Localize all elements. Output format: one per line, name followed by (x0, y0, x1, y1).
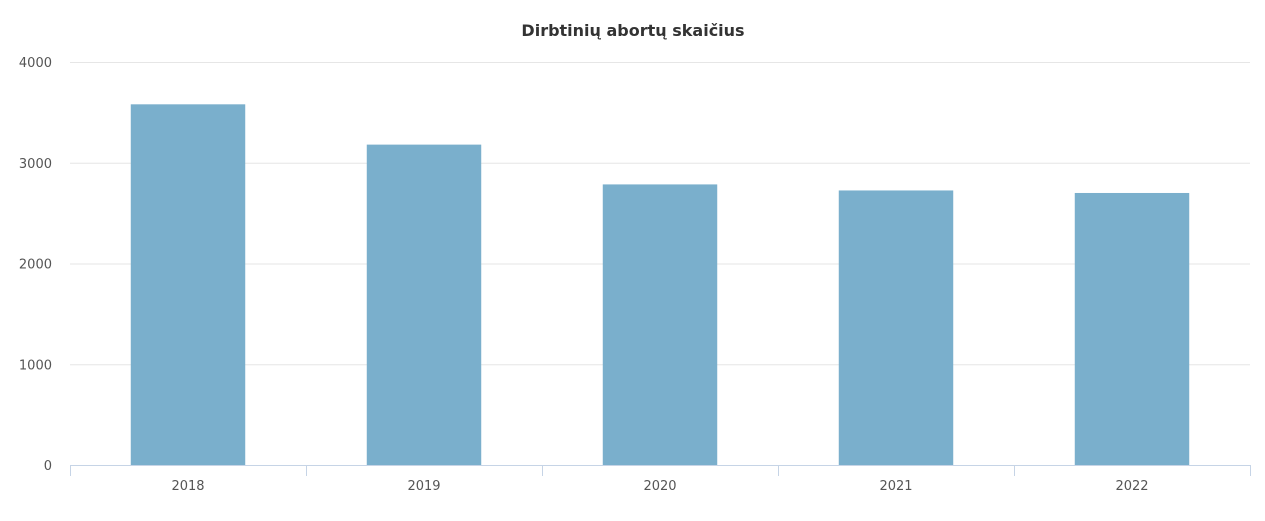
bar (602, 184, 718, 465)
y-tick-label: 0 (44, 459, 52, 474)
bars (130, 104, 1190, 466)
y-tick-label: 1000 (19, 358, 52, 373)
bar (838, 190, 954, 466)
chart-title: Dirbtinių abortų skaičius (521, 21, 744, 40)
bar (130, 104, 246, 465)
bar (366, 144, 482, 466)
y-tick-label: 2000 (19, 258, 52, 273)
y-tick-label: 3000 (19, 157, 52, 172)
y-axis-ticks: 0 1000 2000 3000 4000 (19, 56, 52, 474)
x-tick-label: 2022 (1115, 479, 1148, 494)
x-tick-label: 2019 (407, 479, 440, 494)
bar (1074, 192, 1190, 465)
x-tick-label: 2018 (171, 479, 204, 494)
x-axis (70, 465, 1251, 476)
y-tick-label: 4000 (19, 56, 52, 71)
x-axis-ticks: 2018 2019 2020 2021 2022 (171, 479, 1148, 494)
x-tick-label: 2020 (643, 479, 676, 494)
x-tick-label: 2021 (879, 479, 912, 494)
